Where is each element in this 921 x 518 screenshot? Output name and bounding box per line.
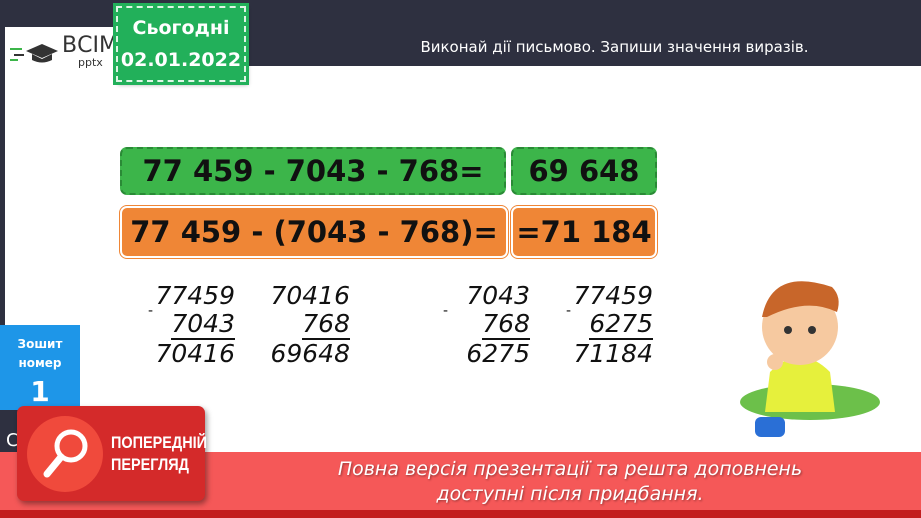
expression-1: 77 459 - 7043 - 768= xyxy=(120,147,506,195)
logo: ВСІМ pptx xyxy=(10,33,118,69)
date-value: 02.01.2022 xyxy=(120,49,242,71)
graduation-cap-icon xyxy=(10,43,58,62)
minus-sign: - xyxy=(148,303,154,319)
logo-sub: pptx xyxy=(78,56,103,69)
logo-brand: ВСІМ xyxy=(62,33,118,58)
task-text: Виконай дії письмово. Запиши значення ви… xyxy=(420,37,809,56)
magnifier-icon xyxy=(27,415,103,492)
minus-sign: - xyxy=(566,303,572,319)
result-1: 69 648 xyxy=(511,147,657,195)
date-label: Сьогодні xyxy=(132,17,230,39)
banner-line-2: доступні після придбання. xyxy=(436,483,704,505)
calculation-1: 77459 7043 70416 xyxy=(155,281,235,368)
calculation-2: 70416 768 69648 xyxy=(270,281,350,368)
notebook-badge: Зошит номер 1 xyxy=(0,325,80,410)
minus-sign: - xyxy=(443,303,449,319)
date-badge: Сьогодні 02.01.2022 xyxy=(113,3,249,85)
banner-line-1: Повна версія презентації та решта доповн… xyxy=(337,458,803,480)
result-2: =71 184 xyxy=(510,205,658,259)
expression-2: 77 459 - (7043 - 768)= xyxy=(119,205,509,259)
calculation-4: 77459 6275 71184 xyxy=(573,281,653,368)
thinking-boy-illustration xyxy=(740,281,880,437)
preview-label-1: ПОПЕРЕДНІЙ xyxy=(111,432,208,452)
preview-button[interactable]: ПОПЕРЕДНІЙ ПЕРЕГЛЯД xyxy=(17,406,208,501)
preview-label-2: ПЕРЕГЛЯД xyxy=(111,454,189,474)
calculation-3: 7043 768 6275 xyxy=(466,281,530,368)
task-header: Виконай дії письмово. Запиши значення ви… xyxy=(248,27,921,66)
